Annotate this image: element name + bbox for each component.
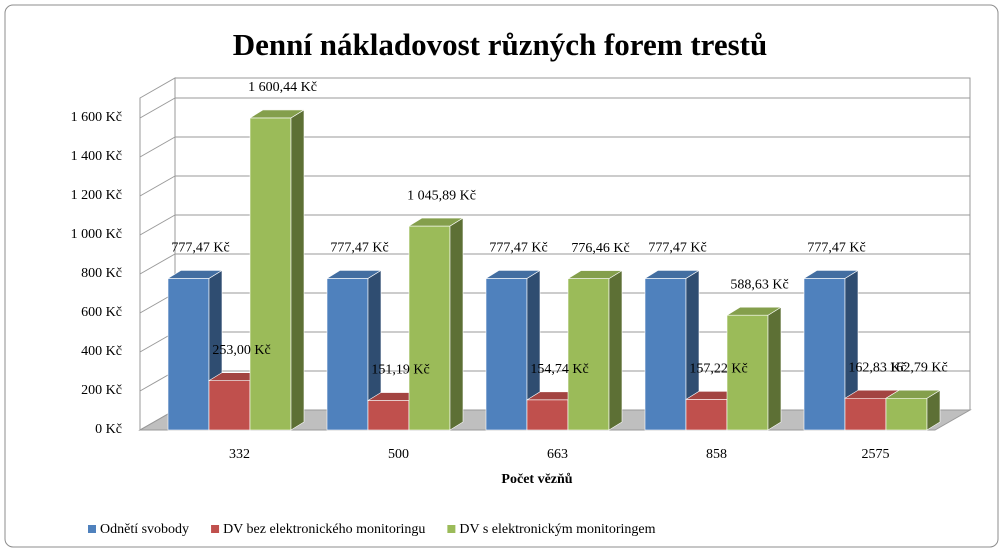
bar-front (485, 278, 528, 431)
bar-side (608, 270, 623, 431)
x-tick-label: 2575 (862, 447, 890, 462)
bar-front (803, 278, 846, 431)
bar-front (326, 278, 369, 431)
bar-side (449, 217, 464, 431)
grid-line-side (139, 253, 176, 275)
x-tick-label: 332 (229, 447, 250, 462)
bar-top (802, 270, 860, 279)
x-tick-label: 500 (388, 447, 409, 462)
data-label: 588,63 Kč (730, 277, 788, 292)
data-label: 777,47 Kč (171, 241, 229, 256)
bar-front (567, 278, 610, 431)
bar-top (884, 389, 942, 399)
bar-front (685, 399, 728, 431)
data-label: 777,47 Kč (330, 241, 388, 256)
legend-label: Odnětí svobody (100, 522, 189, 537)
bar-top (325, 270, 383, 279)
bar-top (407, 217, 465, 227)
y-tick-label: 1 200 Kč (71, 188, 122, 203)
data-label: 154,74 Kč (530, 362, 588, 377)
bar-front (644, 278, 687, 431)
data-label: 151,19 Kč (371, 363, 429, 378)
data-label: 157,22 Kč (689, 362, 747, 377)
legend-swatch (88, 525, 96, 533)
legend-label: DV bez elektronického monitoringu (223, 522, 425, 537)
data-label: 777,47 Kč (807, 241, 865, 256)
bar-top (643, 270, 701, 279)
data-label: 777,47 Kč (648, 241, 706, 256)
data-label: 253,00 Kč (212, 343, 270, 358)
bar-front (526, 399, 569, 431)
data-label: 1 045,89 Kč (407, 188, 476, 203)
bar-top (248, 109, 306, 119)
data-label: 1 600,44 Kč (248, 80, 317, 95)
x-tick-label: 663 (547, 447, 568, 462)
data-label: 776,46 Kč (571, 241, 629, 256)
bar-front (208, 380, 251, 431)
bar-top (484, 270, 542, 279)
bar-front (885, 397, 928, 431)
bar-front (844, 397, 887, 431)
y-tick-label: 600 Kč (81, 305, 122, 320)
bar-front (367, 400, 410, 431)
data-label: 162,79 Kč (889, 360, 947, 375)
bar-top (166, 270, 224, 279)
x-tick-label: 858 (706, 447, 727, 462)
grid-line-side (139, 214, 176, 236)
bar-front (249, 117, 292, 431)
grid-line-side (139, 97, 176, 119)
y-tick-label: 1 000 Kč (71, 227, 122, 242)
x-axis-title: Počet vězňů (501, 472, 572, 487)
bar-top (725, 306, 783, 316)
legend-swatch (211, 525, 220, 533)
y-tick-label: 200 Kč (81, 383, 122, 398)
chart-title: Denní nákladovost různých forem trestů (233, 27, 767, 62)
y-tick-label: 1 400 Kč (71, 149, 122, 164)
legend-swatch (447, 525, 456, 533)
y-tick-label: 0 Kč (95, 422, 122, 437)
bar-side (290, 109, 305, 431)
bar-front (167, 278, 210, 431)
grid-line-side (139, 175, 176, 197)
legend-label: DV s elektronickým monitoringem (459, 522, 655, 537)
data-label: 162,83 Kč (848, 360, 906, 375)
bar-top (566, 270, 624, 279)
bar-side (767, 306, 782, 431)
y-tick-label: 1 600 Kč (71, 110, 122, 125)
data-label: 777,47 Kč (489, 241, 547, 256)
grid-line-side (139, 136, 176, 158)
y-tick-label: 400 Kč (81, 344, 122, 359)
bar-front (408, 225, 451, 431)
y-tick-label: 800 Kč (81, 266, 122, 281)
